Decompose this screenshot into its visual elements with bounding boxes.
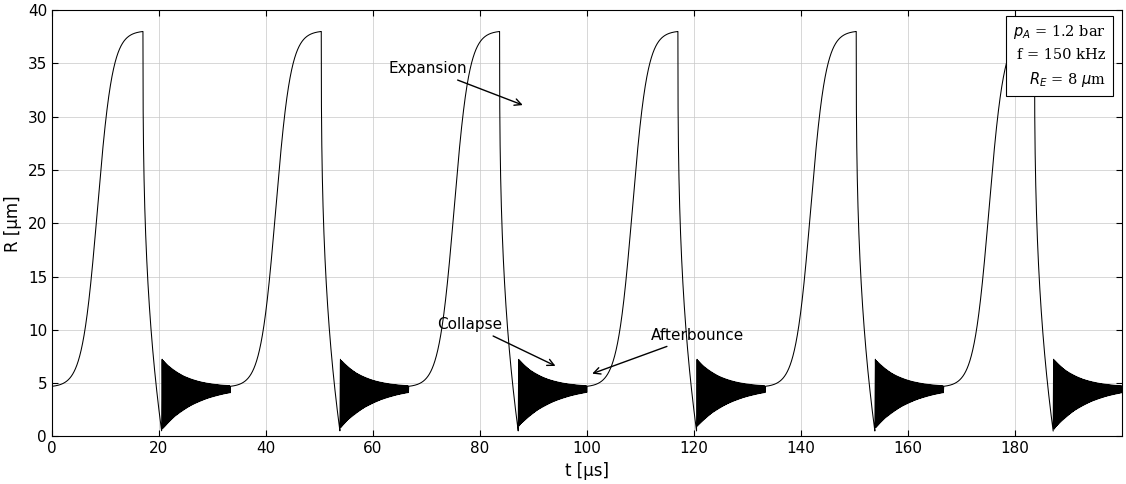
Text: Collapse: Collapse bbox=[437, 317, 554, 365]
Text: $p_A$ = 1.2 bar
f = 150 kHz
$R_E$ = 8 $\mu$m: $p_A$ = 1.2 bar f = 150 kHz $R_E$ = 8 $\… bbox=[1013, 23, 1106, 89]
X-axis label: t [μs]: t [μs] bbox=[565, 462, 609, 480]
Text: Afterbounce: Afterbounce bbox=[593, 328, 744, 374]
Y-axis label: R [μm]: R [μm] bbox=[5, 195, 23, 252]
Text: Expansion: Expansion bbox=[388, 61, 521, 105]
